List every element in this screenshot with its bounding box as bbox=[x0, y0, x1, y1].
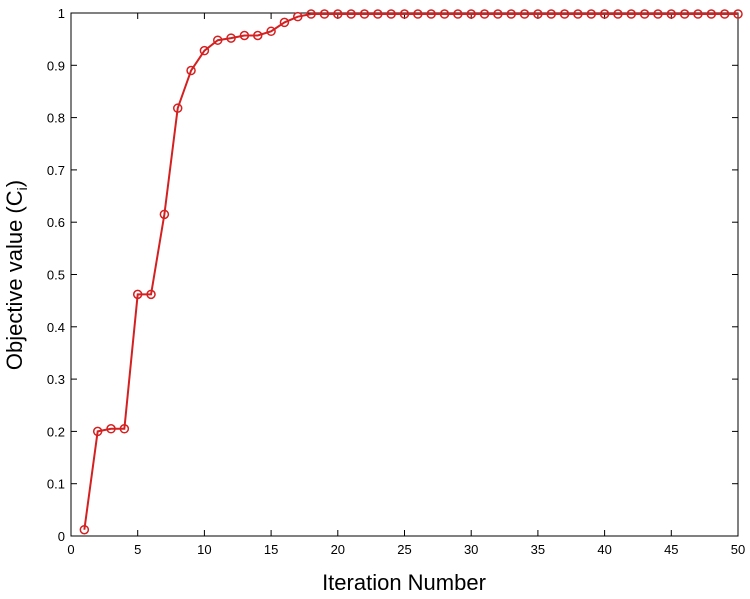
data-point bbox=[79, 524, 90, 535]
data-point bbox=[306, 9, 316, 19]
data-point bbox=[92, 426, 103, 437]
y-tick-label: 0.3 bbox=[47, 372, 65, 387]
data-point bbox=[439, 9, 450, 19]
x-axis-title: Iteration Number bbox=[322, 570, 486, 595]
data-point bbox=[399, 9, 410, 19]
y-tick-label: 0.1 bbox=[47, 477, 65, 492]
data-point bbox=[266, 26, 276, 37]
data-point bbox=[599, 9, 610, 19]
data-point bbox=[666, 9, 677, 19]
y-axis-title-close: ) bbox=[2, 180, 27, 187]
x-tick-label: 10 bbox=[197, 542, 211, 557]
data-point bbox=[386, 9, 396, 19]
data-point bbox=[186, 65, 196, 76]
y-tick-label: 0.6 bbox=[47, 215, 65, 230]
data-point bbox=[693, 9, 703, 19]
data-point bbox=[199, 45, 210, 56]
data-point bbox=[626, 9, 637, 19]
x-tick-label: 35 bbox=[531, 542, 545, 557]
y-tick-label: 0 bbox=[58, 529, 65, 544]
x-tick-label: 15 bbox=[264, 542, 278, 557]
y-tick-label: 0.2 bbox=[47, 424, 65, 439]
data-point bbox=[653, 9, 663, 19]
data-point bbox=[212, 35, 223, 45]
x-tick-label: 45 bbox=[664, 542, 678, 557]
x-tick-label: 50 bbox=[731, 542, 745, 557]
data-point bbox=[346, 9, 356, 19]
x-tick-labels: 0 5 10 15 20 25 30 35 40 45 50 bbox=[67, 542, 745, 557]
y-axis-title-subscript: i bbox=[14, 187, 30, 190]
data-point bbox=[359, 9, 370, 19]
data-point bbox=[466, 9, 476, 19]
data-point bbox=[506, 9, 516, 19]
data-point bbox=[519, 9, 530, 19]
y-tick-labels: 0 0.1 0.2 0.3 0.4 0.5 0.6 0.7 0.8 0.9 1 bbox=[47, 6, 65, 544]
y-tick-label: 0.8 bbox=[47, 111, 65, 126]
data-point bbox=[586, 9, 597, 19]
data-point bbox=[573, 9, 583, 19]
data-point bbox=[239, 30, 250, 41]
data-point bbox=[719, 9, 730, 19]
data-point bbox=[679, 9, 690, 19]
data-point bbox=[253, 30, 263, 41]
x-tick-label: 40 bbox=[597, 542, 611, 557]
data-point bbox=[639, 9, 650, 19]
data-point bbox=[132, 289, 143, 300]
plot-area bbox=[70, 12, 739, 537]
data-point bbox=[279, 17, 290, 28]
data-point bbox=[479, 9, 490, 19]
data-point bbox=[226, 33, 236, 43]
data-point bbox=[733, 9, 743, 19]
data-point bbox=[333, 9, 343, 19]
data-point bbox=[413, 9, 423, 19]
x-tick-label: 20 bbox=[331, 542, 345, 557]
y-tick-label: 1 bbox=[58, 6, 65, 21]
y-axis-title: Objective value (Ci) bbox=[2, 180, 30, 370]
data-point bbox=[533, 9, 543, 19]
y-tick-label: 0.5 bbox=[47, 268, 65, 283]
data-point bbox=[119, 424, 130, 434]
data-point bbox=[706, 9, 717, 19]
x-tick-label: 25 bbox=[397, 542, 411, 557]
x-tick-label: 30 bbox=[464, 542, 478, 557]
series-layer bbox=[79, 9, 743, 535]
data-point bbox=[426, 9, 436, 19]
y-tick-label: 0.4 bbox=[47, 320, 65, 335]
data-point bbox=[172, 103, 183, 113]
data-point bbox=[493, 9, 503, 19]
data-point bbox=[559, 9, 570, 19]
data-point bbox=[106, 424, 116, 434]
data-point bbox=[453, 9, 463, 19]
data-point bbox=[146, 289, 156, 300]
x-tick-label: 0 bbox=[67, 542, 74, 557]
x-tick-label: 5 bbox=[134, 542, 141, 557]
data-point bbox=[546, 9, 556, 19]
data-point bbox=[159, 209, 170, 220]
y-axis-title-main: Objective value (C bbox=[2, 190, 27, 370]
data-point bbox=[319, 9, 330, 19]
data-point bbox=[293, 11, 303, 22]
data-point bbox=[373, 9, 383, 19]
y-tick-label: 0.9 bbox=[47, 58, 65, 73]
y-tick-label: 0.7 bbox=[47, 163, 65, 178]
data-point bbox=[613, 9, 623, 19]
